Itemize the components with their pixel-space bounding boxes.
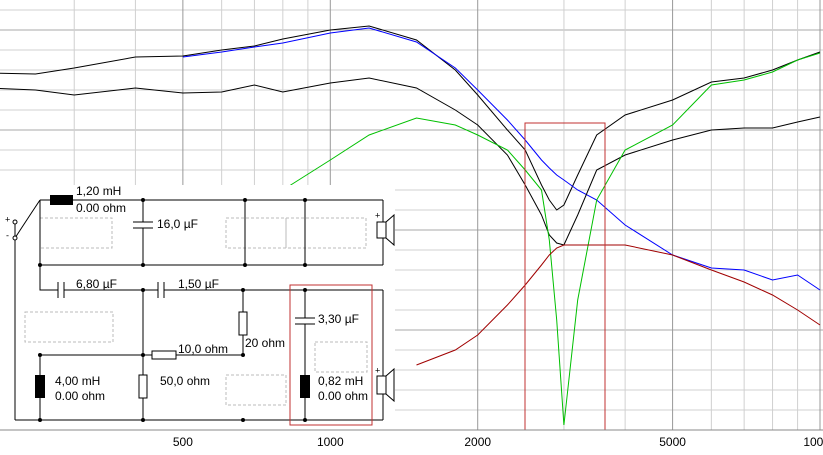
- component-label: 50,0 ohm: [160, 374, 210, 388]
- series-line: [182, 27, 821, 291]
- wires: [14, 199, 384, 420]
- x-tick-label: 500: [173, 435, 193, 449]
- component-label: 6,80 µF: [76, 277, 117, 291]
- capacitors: [57, 221, 315, 325]
- resistor: [238, 311, 248, 336]
- terminal: [12, 219, 18, 225]
- schematic-background: [0, 185, 395, 430]
- component-label: 0.00 ohm: [76, 201, 126, 215]
- polarity: +: [375, 365, 380, 375]
- component-label: 10,0 ohm: [178, 342, 228, 356]
- inductor: [300, 375, 310, 398]
- polarity: -: [6, 230, 9, 240]
- series-line: [416, 244, 821, 366]
- series-line: [282, 52, 821, 426]
- placeholder: [225, 374, 287, 406]
- terminal: [12, 235, 18, 241]
- placeholder: [39, 217, 113, 249]
- inductor: [50, 195, 73, 205]
- curves: [0, 25, 821, 426]
- wires: [14, 199, 384, 421]
- component-label: 0.00 ohm: [55, 389, 105, 403]
- highlight-box: [524, 122, 606, 431]
- polarity: +: [375, 210, 380, 220]
- component-label: 16,0 µF: [157, 217, 198, 231]
- placeholder: [285, 217, 367, 249]
- placeholder: [314, 341, 368, 373]
- schematic: 1,20 mH 0.00 ohm 16,0 µF 6,80 µF 1,50 µF…: [0, 184, 395, 430]
- junctions: [38, 198, 307, 422]
- resistor: [138, 374, 148, 399]
- component-label: 0.00 ohm: [318, 389, 368, 403]
- speaker: [376, 367, 395, 403]
- x-tick-label: 10000: [803, 435, 823, 449]
- polarity: +: [5, 214, 10, 224]
- component-label: 20 ohm: [245, 336, 285, 350]
- series-line: [0, 25, 821, 211]
- component-label: 1,20 mH: [76, 184, 121, 198]
- x-tick-label: 5000: [659, 435, 686, 449]
- speaker: [376, 213, 395, 247]
- x-tick-label: 2000: [464, 435, 491, 449]
- series-line: [0, 77, 821, 246]
- component-label: 4,00 mH: [55, 374, 100, 388]
- component-label: 3,30 µF: [318, 312, 359, 326]
- highlight-box: [289, 284, 373, 426]
- placeholder: [24, 311, 114, 343]
- component-label: 0,82 mH: [318, 374, 363, 388]
- inductor: [35, 375, 45, 398]
- x-tick-label: 1000: [317, 435, 344, 449]
- x-axis: 20050010002000500010000: [0, 429, 823, 449]
- component-label: 1,50 µF: [178, 277, 219, 291]
- resistor: [151, 350, 177, 360]
